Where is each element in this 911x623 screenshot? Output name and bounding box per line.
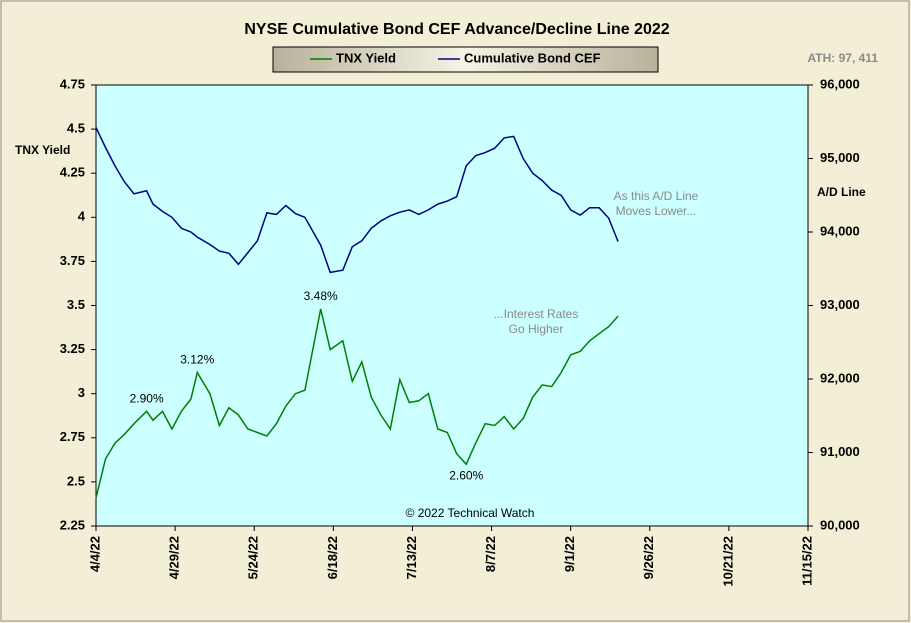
x-tick-label: 6/18/22 <box>325 536 340 579</box>
plot-area <box>95 84 809 527</box>
data-label: 2.60% <box>449 468 483 482</box>
y-tick-label: 3 <box>78 385 85 400</box>
annotation: ATH: 97, 411 <box>808 51 879 65</box>
legend-label: Cumulative Bond CEF <box>464 50 601 65</box>
y-tick-label: 3.25 <box>60 341 85 356</box>
data-label: 3.48% <box>304 289 338 303</box>
series-line <box>95 127 619 274</box>
y-tick-label: 4.25 <box>60 165 85 180</box>
y-tick-label: 2.25 <box>60 517 85 532</box>
x-tick-label: 7/13/22 <box>404 536 419 579</box>
y2-tick-label: 92,000 <box>820 370 860 385</box>
legend <box>272 46 659 73</box>
y-tick-label: 4.75 <box>60 76 85 91</box>
annotation: ...Interest Rates <box>494 307 579 321</box>
legend-label: TNX Yield <box>336 50 396 65</box>
y2-tick-label: 91,000 <box>820 444 860 459</box>
x-tick-label: 8/7/22 <box>483 536 498 572</box>
y-tick-label: 4.5 <box>67 121 85 136</box>
x-tick-label: 4/29/22 <box>167 536 182 579</box>
y2-tick-label: 95,000 <box>820 150 860 165</box>
y2-tick-label: 93,000 <box>820 297 860 312</box>
x-tick-label: 9/26/22 <box>641 536 656 579</box>
series-line <box>95 308 619 498</box>
chart-title: NYSE Cumulative Bond CEF Advance/Decline… <box>244 21 669 38</box>
y2-tick-label: 94,000 <box>820 223 860 238</box>
data-label: 3.12% <box>180 353 214 367</box>
x-tick-label: 10/21/22 <box>720 536 735 587</box>
y2-tick-label: 96,000 <box>820 76 860 91</box>
annotation: Go Higher <box>509 322 564 336</box>
annotation: As this A/D Line <box>614 189 699 203</box>
y-tick-label: 3.5 <box>67 297 85 312</box>
x-tick-label: 9/1/22 <box>562 536 577 572</box>
y-tick-label: 4 <box>78 209 86 224</box>
y-tick-label: 3.75 <box>60 253 85 268</box>
y2-tick-label: 90,000 <box>820 517 860 532</box>
y-tick-label: 2.75 <box>60 429 85 444</box>
x-tick-label: 5/24/22 <box>246 536 261 579</box>
annotation: Moves Lower... <box>616 204 697 218</box>
y-tick-label: 2.5 <box>67 473 85 488</box>
x-tick-label: 11/15/22 <box>799 536 814 586</box>
y2-axis-label: A/D Line <box>817 185 866 199</box>
y-axis-label: TNX Yield <box>15 143 70 157</box>
annotation: © 2022 Technical Watch <box>406 506 535 520</box>
x-tick-label: 4/4/22 <box>87 536 102 572</box>
data-label: 2.90% <box>130 392 164 406</box>
